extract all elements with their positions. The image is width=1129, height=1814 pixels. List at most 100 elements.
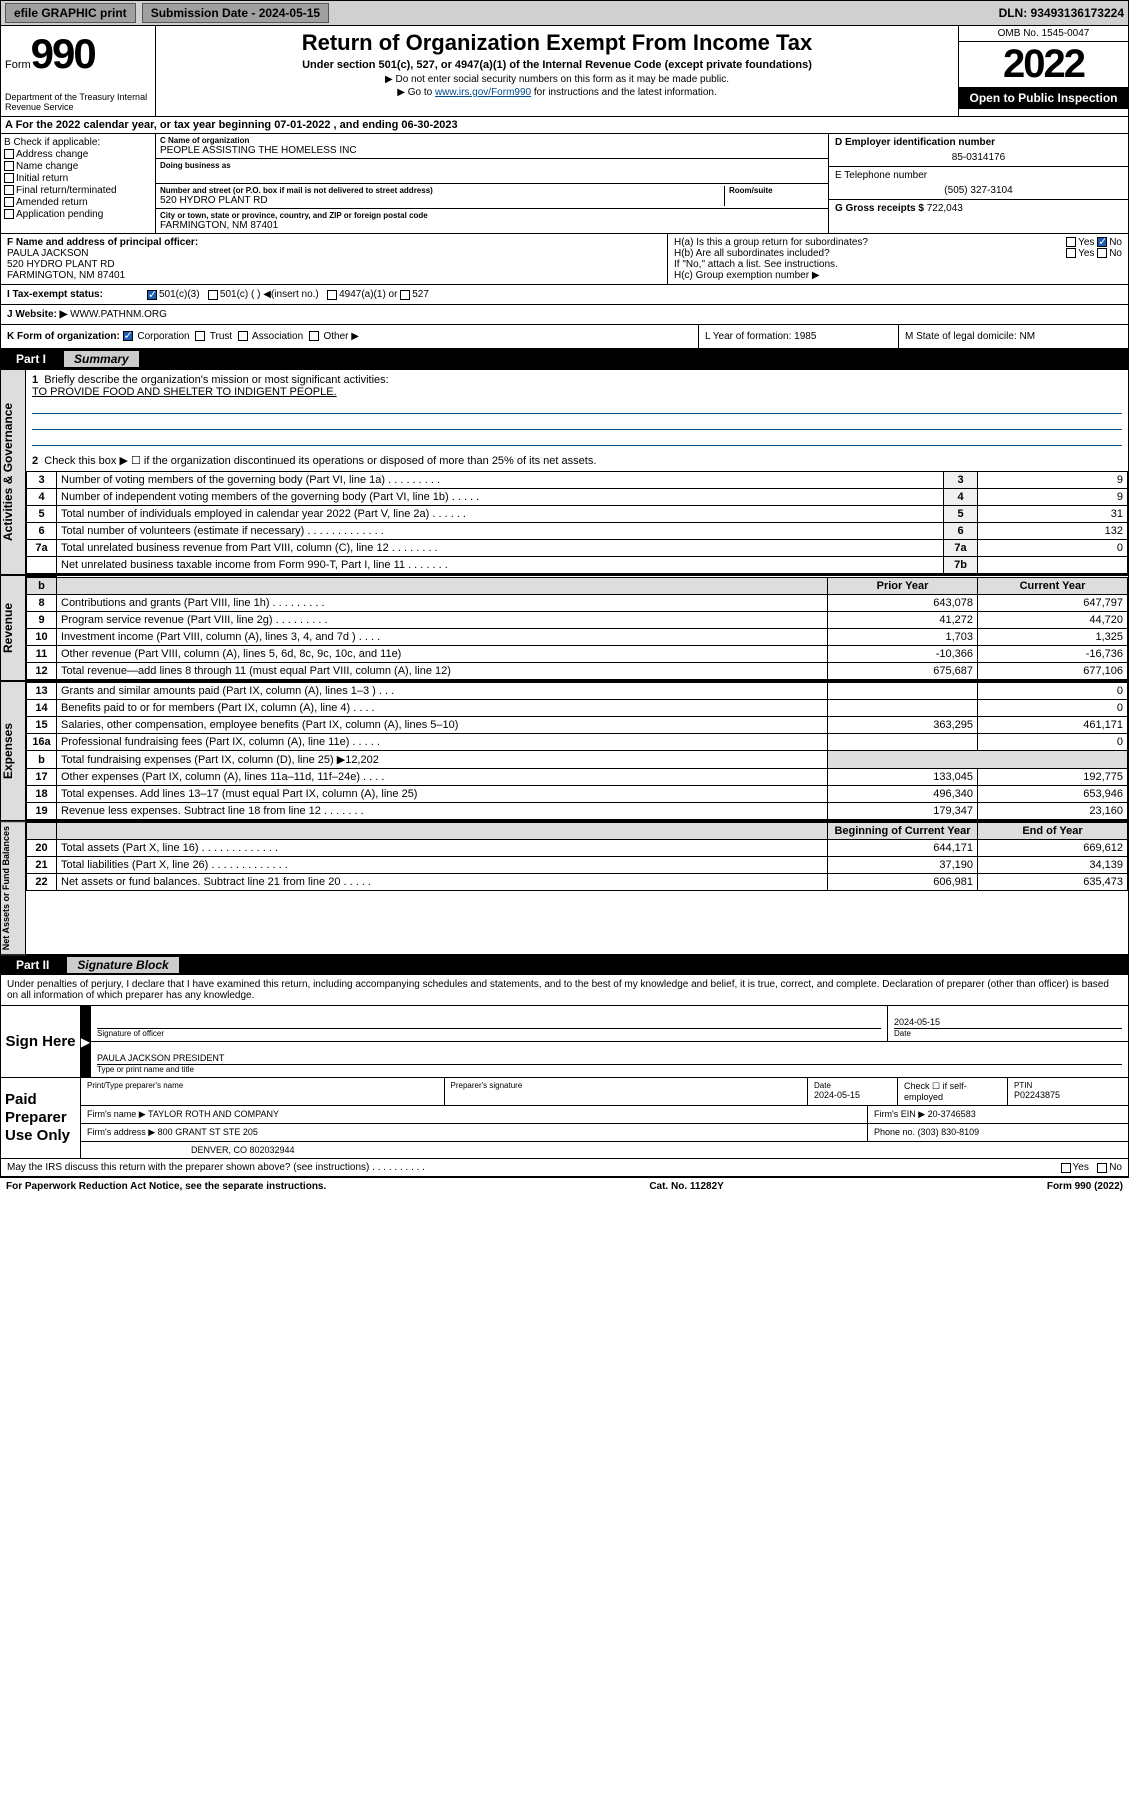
val-curr: 653,946 — [978, 786, 1128, 803]
opt-trust: Trust — [210, 331, 232, 342]
line-desc: Total number of volunteers (estimate if … — [57, 523, 944, 540]
j-label: J Website: ▶ — [7, 309, 67, 320]
ha-no[interactable]: No — [1109, 237, 1122, 248]
firm-ein-label: Firm's EIN ▶ — [874, 1109, 925, 1119]
other-check[interactable] — [309, 331, 319, 341]
part2-label: Signature Block — [67, 957, 178, 973]
val-prior: 41,272 — [828, 612, 978, 629]
prep-phone: (303) 830-8109 — [918, 1127, 980, 1137]
val-prior: 363,295 — [828, 717, 978, 734]
prep-sig-label: Preparer's signature — [451, 1081, 802, 1090]
footer: For Paperwork Reduction Act Notice, see … — [0, 1177, 1129, 1195]
hc-label: H(c) Group exemption number ▶ — [674, 270, 1122, 281]
val-end: 635,473 — [978, 874, 1128, 891]
name-title-label: Type or print name and title — [97, 1065, 1122, 1074]
gross-receipts: 722,043 — [927, 203, 963, 214]
val-prior — [828, 734, 978, 751]
m-state: M State of legal domicile: NM — [898, 325, 1128, 348]
val-curr: 1,325 — [978, 629, 1128, 646]
e-label: E Telephone number — [835, 170, 1122, 181]
hb-yes[interactable]: Yes — [1078, 248, 1094, 259]
opt-final-return[interactable]: Final return/terminated — [4, 185, 152, 196]
table-governance: 3 Number of voting members of the govern… — [26, 471, 1128, 574]
opt-address-change[interactable]: Address change — [4, 149, 152, 160]
opt-pending[interactable]: Application pending — [4, 209, 152, 220]
val-end: 669,612 — [978, 840, 1128, 857]
val-prior: 496,340 — [828, 786, 978, 803]
527-check[interactable] — [400, 290, 410, 300]
year-box: OMB No. 1545-0047 2022 Open to Public In… — [958, 26, 1128, 116]
hdr-end: End of Year — [978, 823, 1128, 840]
501c3-check[interactable] — [147, 290, 157, 300]
discuss-yes-check[interactable] — [1061, 1163, 1071, 1173]
vtab-governance: Activities & Governance — [0, 369, 26, 575]
top-toolbar: efile GRAPHIC print Submission Date - 20… — [0, 0, 1129, 26]
line-desc: Other revenue (Part VIII, column (A), li… — [57, 646, 828, 663]
line-num: 18 — [27, 786, 57, 803]
dept-label: Department of the Treasury Internal Reve… — [5, 92, 151, 112]
q1-answer: TO PROVIDE FOOD AND SHELTER TO INDIGENT … — [32, 386, 337, 398]
firm-addr-label: Firm's address ▶ — [87, 1127, 155, 1137]
opt-name-change[interactable]: Name change — [4, 161, 152, 172]
sign-here-block: Sign Here ▶ Signature of officer 2024-05… — [0, 1006, 1129, 1078]
4947-check[interactable] — [327, 290, 337, 300]
line-desc: Total unrelated business revenue from Pa… — [57, 540, 944, 557]
prep-date-label: Date — [814, 1081, 891, 1090]
assoc-check[interactable] — [238, 331, 248, 341]
footer-right: Form 990 (2022) — [1047, 1181, 1123, 1192]
hb-note: If "No," attach a list. See instructions… — [674, 259, 1122, 270]
line-desc: Total liabilities (Part X, line 26) . . … — [57, 857, 828, 874]
phone-label: Phone no. — [874, 1127, 915, 1137]
line-num: 3 — [27, 472, 57, 489]
line-desc: Number of voting members of the governin… — [57, 472, 944, 489]
submission-date-button[interactable]: Submission Date - 2024-05-15 — [142, 3, 329, 23]
val-curr: 0 — [978, 734, 1128, 751]
title-box: Return of Organization Exempt From Incom… — [156, 26, 958, 116]
corp-check[interactable] — [123, 331, 133, 341]
trust-check[interactable] — [195, 331, 205, 341]
form-word: Form — [5, 59, 31, 71]
opt-501c: 501(c) ( ) ◀(insert no.) — [220, 289, 319, 300]
opt-amended[interactable]: Amended return — [4, 197, 152, 208]
firm-name-label: Firm's name ▶ — [87, 1109, 146, 1119]
city-value: FARMINGTON, NM 87401 — [160, 220, 824, 231]
arrow-icon: ▶ — [81, 1006, 91, 1077]
discuss-yes: Yes — [1073, 1162, 1089, 1173]
discuss-row: May the IRS discuss this return with the… — [0, 1159, 1129, 1177]
line-desc: Total fundraising expenses (Part IX, col… — [57, 751, 828, 769]
firm-ein: 20-3746583 — [928, 1109, 976, 1119]
val-prior: 1,703 — [828, 629, 978, 646]
inst2-pre: ▶ Go to — [397, 87, 435, 98]
discuss-no-check[interactable] — [1097, 1163, 1107, 1173]
l-year-formation: L Year of formation: 1985 — [698, 325, 898, 348]
line-desc: Professional fundraising fees (Part IX, … — [57, 734, 828, 751]
efile-button[interactable]: efile GRAPHIC print — [5, 3, 136, 23]
val-curr: 0 — [978, 700, 1128, 717]
hdr-beginning: Beginning of Current Year — [828, 823, 978, 840]
discuss-no: No — [1109, 1162, 1122, 1173]
right-info: D Employer identification number 85-0314… — [828, 134, 1128, 233]
501c-check[interactable] — [208, 290, 218, 300]
line-val: 0 — [978, 540, 1128, 557]
vtab-revenue: Revenue — [0, 575, 26, 681]
prep-name-label: Print/Type preparer's name — [87, 1081, 438, 1090]
hdr-prior: Prior Year — [828, 577, 978, 595]
line-num: 22 — [27, 874, 57, 891]
check-self-employed[interactable]: Check ☐ if self-employed — [898, 1078, 1008, 1105]
omb-number: OMB No. 1545-0047 — [959, 26, 1128, 42]
line-desc: Other expenses (Part IX, column (A), lin… — [57, 769, 828, 786]
paid-preparer-label: Paid Preparer Use Only — [1, 1078, 81, 1158]
ha-yes[interactable]: Yes — [1078, 237, 1094, 248]
irs-link[interactable]: www.irs.gov/Form990 — [435, 87, 531, 98]
line-num: 14 — [27, 700, 57, 717]
line-desc: Net unrelated business taxable income fr… — [57, 557, 944, 574]
city-label: City or town, state or province, country… — [160, 211, 824, 220]
street-label: Number and street (or P.O. box if mail i… — [160, 186, 724, 195]
line-box: 4 — [944, 489, 978, 506]
k-label: K Form of organization: — [7, 331, 120, 342]
val-begin: 606,981 — [828, 874, 978, 891]
inst2-post: for instructions and the latest informat… — [531, 87, 717, 98]
line-box: 5 — [944, 506, 978, 523]
opt-initial-return[interactable]: Initial return — [4, 173, 152, 184]
hb-no[interactable]: No — [1109, 248, 1122, 259]
